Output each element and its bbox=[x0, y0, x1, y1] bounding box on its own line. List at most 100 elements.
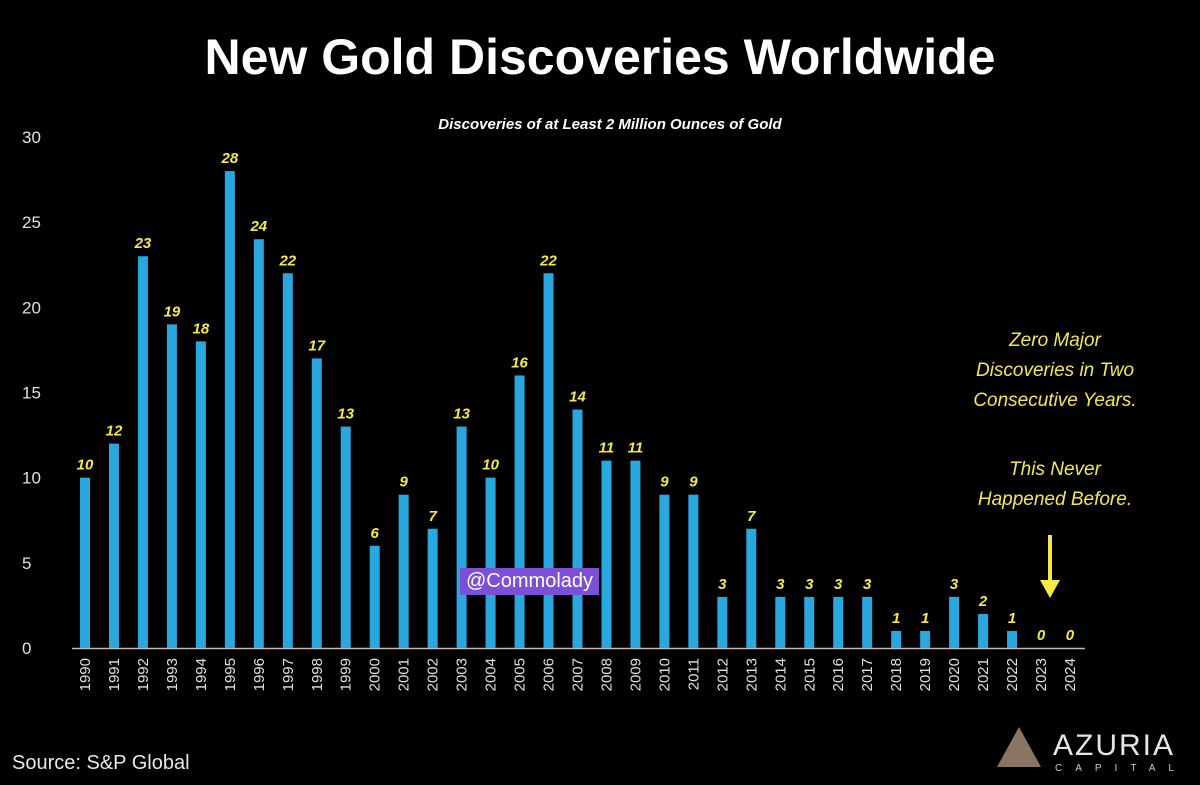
data-label-1991: 12 bbox=[106, 423, 123, 440]
y-tick-label: 20 bbox=[22, 298, 41, 317]
bar-2015 bbox=[804, 596, 815, 648]
x-tick-label: 1992 bbox=[135, 658, 152, 691]
x-tick-label: 2016 bbox=[830, 658, 847, 691]
logo-name: AZURIA bbox=[1053, 729, 1176, 762]
data-label-2004: 10 bbox=[482, 457, 499, 474]
y-tick-label: 0 bbox=[22, 639, 31, 658]
annotation-line: Happened Before. bbox=[977, 489, 1133, 510]
x-tick-label: 2014 bbox=[772, 658, 789, 691]
bar-2013 bbox=[746, 528, 757, 648]
azuria-logo: AZURIA CAPITAL bbox=[985, 725, 1195, 785]
data-label-2009: 11 bbox=[628, 440, 644, 457]
annotation-line: This Never bbox=[1009, 459, 1101, 480]
bar-1999 bbox=[340, 426, 351, 648]
bar-1998 bbox=[311, 358, 322, 648]
x-tick-label: 2013 bbox=[743, 658, 760, 691]
source-note: Source: S&P Global bbox=[12, 752, 190, 774]
bar-2005 bbox=[514, 375, 525, 648]
bar-2004 bbox=[485, 477, 496, 648]
bar-2016 bbox=[833, 596, 844, 648]
x-tick-label: 2012 bbox=[714, 658, 731, 691]
x-tick-label: 2009 bbox=[627, 658, 644, 691]
annotation-line: Discoveries in Two bbox=[975, 360, 1135, 381]
bar-1995 bbox=[224, 171, 235, 649]
data-label-2021: 2 bbox=[978, 593, 988, 610]
x-tick-label: 2024 bbox=[1062, 658, 1079, 691]
data-label-2016: 3 bbox=[834, 576, 843, 593]
annotation-line: Consecutive Years. bbox=[973, 390, 1137, 411]
bar-1993 bbox=[166, 324, 177, 648]
bar-1992 bbox=[137, 256, 148, 648]
bar-2019 bbox=[920, 630, 931, 648]
bar-2000 bbox=[369, 545, 380, 648]
x-tick-label: 1991 bbox=[106, 658, 123, 691]
bar-1996 bbox=[253, 239, 264, 648]
data-label-2006: 22 bbox=[539, 252, 557, 269]
data-label-2010: 9 bbox=[660, 474, 669, 491]
bar-2011 bbox=[688, 494, 699, 648]
bar-1991 bbox=[108, 443, 119, 648]
bar-2001 bbox=[398, 494, 409, 648]
data-label-2003: 13 bbox=[453, 406, 470, 423]
bar-2008 bbox=[601, 460, 612, 648]
bar-2021 bbox=[978, 613, 989, 648]
x-tick-label: 1999 bbox=[338, 658, 355, 691]
data-label-2020: 3 bbox=[950, 576, 959, 593]
data-label-2013: 7 bbox=[747, 508, 756, 525]
x-tick-label: 2023 bbox=[1033, 658, 1050, 691]
data-label-2005: 16 bbox=[511, 354, 528, 371]
bar-2018 bbox=[891, 630, 902, 648]
x-tick-label: 1996 bbox=[251, 658, 268, 691]
x-tick-label: 2005 bbox=[512, 658, 529, 691]
x-tick-label: 2020 bbox=[946, 658, 963, 691]
x-tick-label: 2000 bbox=[367, 658, 384, 691]
x-tick-label: 2003 bbox=[454, 658, 471, 691]
data-label-2015: 3 bbox=[805, 576, 814, 593]
bar-2010 bbox=[659, 494, 670, 648]
data-label-2014: 3 bbox=[776, 576, 785, 593]
y-tick-label: 30 bbox=[22, 128, 41, 147]
data-label-2019: 1 bbox=[921, 610, 929, 627]
x-tick-label: 2019 bbox=[917, 658, 934, 691]
data-label-2022: 1 bbox=[1008, 610, 1016, 627]
y-tick-label: 15 bbox=[22, 384, 41, 403]
data-label-1994: 18 bbox=[193, 320, 210, 337]
bar-2006 bbox=[543, 273, 554, 648]
data-label-2002: 7 bbox=[428, 508, 437, 525]
annotation-line: Zero Major bbox=[1009, 330, 1101, 351]
data-label-2018: 1 bbox=[892, 610, 900, 627]
data-label-1996: 24 bbox=[249, 218, 267, 235]
arrow-down-icon bbox=[1040, 580, 1060, 598]
annotation-zero-discoveries: Zero Major Discoveries in Two Consecutiv… bbox=[940, 326, 1170, 416]
x-tick-label: 1993 bbox=[164, 658, 181, 691]
data-label-1997: 22 bbox=[278, 252, 296, 269]
x-tick-label: 1998 bbox=[309, 658, 326, 691]
watermark-handle: @Commolady bbox=[460, 568, 600, 595]
data-label-2024: 0 bbox=[1066, 627, 1075, 644]
x-tick-label: 2010 bbox=[656, 658, 673, 691]
x-tick-label: 2015 bbox=[801, 658, 818, 691]
bar-2002 bbox=[427, 528, 438, 648]
logo-triangle-icon bbox=[997, 727, 1041, 767]
data-label-2012: 3 bbox=[718, 576, 727, 593]
bar-2017 bbox=[862, 596, 873, 648]
y-tick-label: 5 bbox=[22, 554, 31, 573]
bar-2014 bbox=[775, 596, 786, 648]
data-label-2017: 3 bbox=[863, 576, 872, 593]
data-label-1993: 19 bbox=[164, 303, 181, 320]
bar-2012 bbox=[717, 596, 728, 648]
bar-2009 bbox=[630, 460, 641, 648]
data-label-1998: 17 bbox=[308, 337, 325, 354]
bar-1994 bbox=[195, 341, 206, 648]
x-tick-label: 1990 bbox=[77, 658, 94, 691]
bar-1990 bbox=[80, 477, 90, 648]
data-label-2000: 6 bbox=[371, 525, 380, 542]
x-tick-label: 2017 bbox=[859, 658, 876, 691]
bar-2007 bbox=[572, 409, 583, 648]
x-tick-label: 2018 bbox=[888, 658, 905, 691]
bar-2022 bbox=[1007, 630, 1018, 648]
chart-title: New Gold Discoveries Worldwide bbox=[204, 29, 996, 85]
x-tick-label: 1995 bbox=[222, 658, 239, 691]
bar-2020 bbox=[949, 596, 960, 648]
x-tick-label: 2004 bbox=[483, 658, 500, 691]
